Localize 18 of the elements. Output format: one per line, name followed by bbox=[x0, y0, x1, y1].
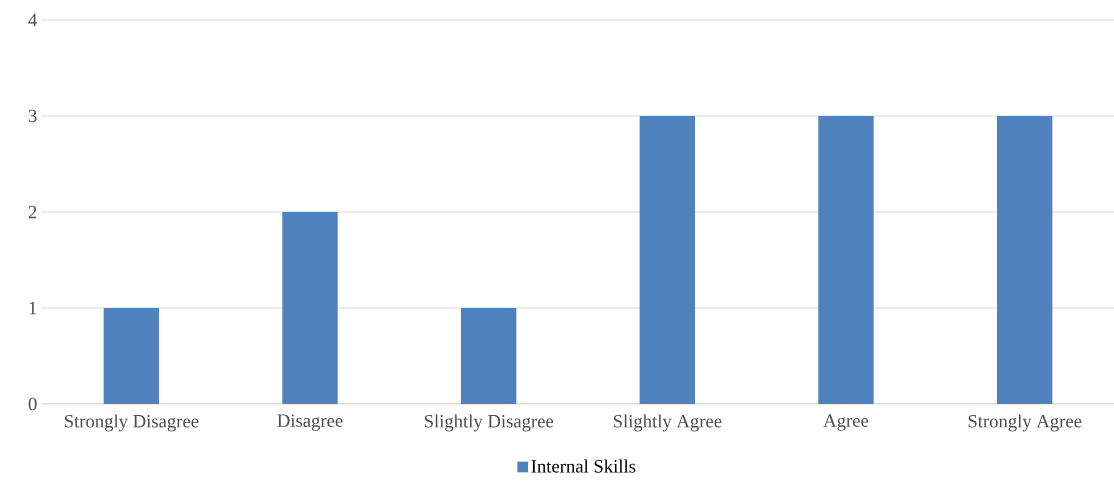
bar bbox=[460, 307, 517, 404]
bar bbox=[103, 307, 160, 404]
x-tick-label: Slightly Agree bbox=[613, 414, 722, 432]
x-tick-label: Disagree bbox=[277, 414, 343, 431]
y-tick-label: 0 bbox=[28, 397, 37, 411]
bar bbox=[282, 211, 338, 404]
legend-label: Internal Skills bbox=[531, 459, 636, 473]
y-tick-label: 3 bbox=[28, 109, 37, 123]
y-tick-label: 1 bbox=[29, 301, 37, 315]
y-tick-label: 2 bbox=[28, 205, 37, 219]
x-tick-label: Slightly Disagree bbox=[424, 414, 554, 432]
x-tick-label: Strongly Disagree bbox=[64, 414, 199, 432]
bar bbox=[996, 115, 1053, 404]
bar bbox=[818, 115, 874, 404]
bar bbox=[639, 115, 696, 404]
x-tick-label: Agree bbox=[823, 414, 869, 431]
y-tick-label: 4 bbox=[28, 13, 38, 27]
x-tick-label: Strongly Agree bbox=[968, 414, 1082, 432]
